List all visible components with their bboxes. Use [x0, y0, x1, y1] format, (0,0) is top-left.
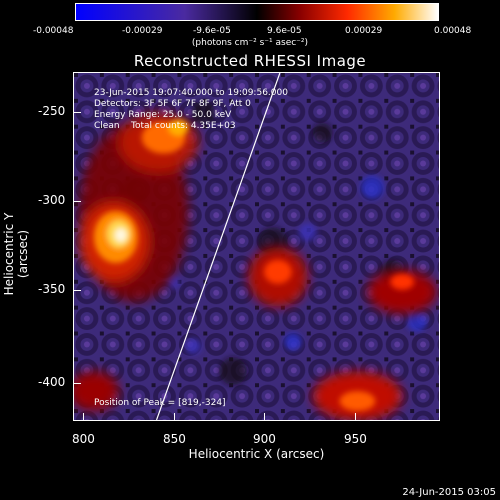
x-tick-mark: [83, 413, 84, 421]
rhessi-heatmap: [74, 73, 439, 420]
x-tick-mark: [264, 413, 265, 421]
colorbar-unit: (photons cm⁻² s⁻¹ asec⁻²): [191, 38, 309, 48]
y-tick-label: -350: [38, 282, 66, 296]
y-tick-label: -250: [38, 104, 66, 118]
y-tick-mark: [73, 290, 81, 291]
colorbar-tick: 0.00048: [434, 26, 472, 36]
info-algorithm: Clean Total counts: 4.35E+03: [94, 121, 236, 131]
info-detectors: Detectors: 3F 5F 6F 7F 8F 9F, Att 0: [94, 99, 251, 109]
x-tick-label: 900: [253, 432, 276, 446]
x-axis-label: Heliocentric X (arcsec): [188, 447, 325, 461]
colorbar-tick: 0.00029: [345, 26, 383, 36]
y-tick-mark: [73, 112, 81, 113]
solar-limb-line: [155, 73, 281, 420]
colorbar: [75, 3, 439, 21]
info-time-range: 23-Jun-2015 19:07:40.000 to 19:09:56.000: [94, 88, 288, 98]
footer-date: 24-Jun-2015 03:05: [402, 487, 496, 498]
y-tick-label: -400: [38, 375, 66, 389]
colorbar-tick: -0.00048: [33, 26, 74, 36]
info-peak: Position of Peak = [819,-324]: [94, 398, 226, 408]
y-tick-label: -300: [38, 193, 66, 207]
colorbar-tick: -0.00029: [122, 26, 163, 36]
colorbar-tick: -9.6e-05: [193, 26, 231, 36]
image-plot: [73, 72, 440, 421]
plot-title: Reconstructed RHESSI Image: [133, 52, 367, 70]
x-tick-mark: [174, 413, 175, 421]
x-tick-label: 950: [344, 432, 367, 446]
x-tick-label: 850: [163, 432, 186, 446]
info-energy: Energy Range: 25.0 - 50.0 keV: [94, 110, 232, 120]
colorbar-tick: 9.6e-05: [267, 26, 302, 36]
y-tick-mark: [73, 383, 81, 384]
x-tick-label: 800: [72, 432, 95, 446]
y-axis-label: Heliocentric Y (arcsec): [2, 212, 30, 296]
x-tick-mark: [355, 413, 356, 421]
y-tick-mark: [73, 201, 81, 202]
